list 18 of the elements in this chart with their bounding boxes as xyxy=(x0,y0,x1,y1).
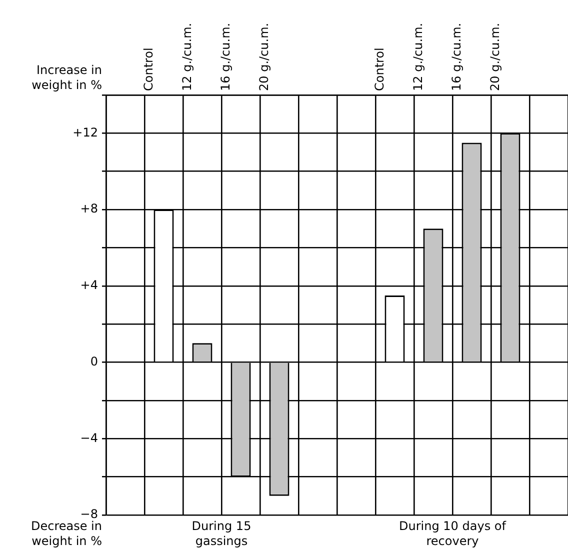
y-tick-label: +8 xyxy=(80,202,98,216)
y-tick-label: −4 xyxy=(80,430,98,445)
x-tick-label: Control xyxy=(372,48,386,91)
x-tick-label: 12 g./cu.m. xyxy=(410,22,425,91)
text: During 10 days of recovery xyxy=(398,519,508,549)
x-tick-label: 16 g./cu.m. xyxy=(218,22,232,91)
y-tick-label: −8 xyxy=(80,507,98,522)
y-tick-label: +12 xyxy=(72,125,98,140)
x-tick-label: 16 g./cu.m. xyxy=(449,22,464,91)
x-tick-label: 12 g./cu.m. xyxy=(180,22,194,91)
y-tick-label: 0 xyxy=(90,354,98,368)
y-tick-label: +4 xyxy=(80,278,98,292)
x-tick-label: 20 g./cu.m. xyxy=(488,22,502,91)
x-tick-label: Control xyxy=(141,48,156,91)
x-tick-label: 20 g./cu.m. xyxy=(256,22,271,91)
text: During 15 gassings xyxy=(190,519,252,549)
y-axis-title: Increase in weight in % xyxy=(30,63,102,93)
text: Decrease in weight in % xyxy=(30,519,102,549)
